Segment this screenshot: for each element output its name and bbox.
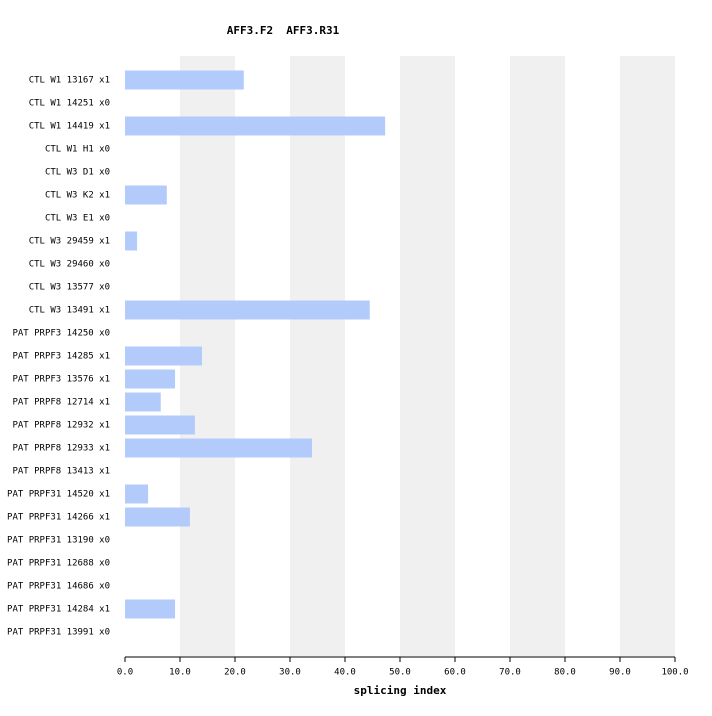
y-tick-label: CTL W3 E1 x0 (45, 214, 110, 224)
y-tick-label: CTL W3 29460 x0 (29, 260, 110, 270)
y-tick-label: PAT PRPF8 12932 x1 (12, 421, 110, 431)
y-tick-label: CTL W3 D1 x0 (45, 168, 110, 178)
bar (125, 484, 149, 504)
grid-band (290, 56, 345, 656)
x-tick-label: 50.0 (389, 668, 411, 678)
bar (125, 369, 176, 389)
grid-band (620, 56, 675, 656)
bar (125, 116, 386, 136)
grid-band (400, 56, 455, 656)
x-tick-label: 60.0 (444, 668, 466, 678)
y-tick-label: PAT PRPF8 12933 x1 (12, 444, 110, 454)
x-tick-label: 30.0 (279, 668, 301, 678)
chart-title: AFF3.F2 AFF3.R31 (227, 24, 340, 37)
bar (125, 300, 370, 320)
y-tick-label: CTL W1 H1 x0 (45, 145, 110, 155)
x-tick-label: 90.0 (609, 668, 631, 678)
y-tick-label: PAT PRPF31 12688 x0 (7, 559, 110, 569)
y-tick-label: PAT PRPF3 13576 x1 (12, 375, 110, 385)
x-tick-label: 100.0 (661, 668, 688, 678)
y-tick-label: CTL W3 K2 x1 (45, 191, 110, 201)
y-tick-label: CTL W3 13491 x1 (29, 306, 110, 316)
y-tick-label: PAT PRPF31 14686 x0 (7, 582, 110, 592)
y-tick-label: PAT PRPF31 14520 x1 (7, 490, 110, 500)
grid-band (510, 56, 565, 656)
bar (125, 599, 176, 619)
bar (125, 438, 312, 458)
y-tick-label: PAT PRPF3 14285 x1 (12, 352, 110, 362)
y-tick-label: PAT PRPF31 14284 x1 (7, 605, 110, 615)
y-tick-label: CTL W1 14419 x1 (29, 122, 110, 132)
y-tick-label: PAT PRPF31 13991 x0 (7, 628, 110, 638)
y-tick-label: CTL W3 29459 x1 (29, 237, 110, 247)
x-tick-label: 20.0 (224, 668, 246, 678)
bar (125, 392, 161, 412)
bar (125, 415, 195, 435)
y-tick-label: PAT PRPF31 13190 x0 (7, 536, 110, 546)
x-tick-label: 80.0 (554, 668, 576, 678)
bar (125, 346, 202, 366)
y-tick-label: PAT PRPF31 14266 x1 (7, 513, 110, 523)
x-tick-label: 0.0 (117, 668, 133, 678)
bar (125, 70, 244, 90)
bar (125, 185, 167, 205)
y-tick-label: PAT PRPF3 14250 x0 (12, 329, 110, 339)
x-tick-label: 70.0 (499, 668, 521, 678)
y-tick-label: CTL W3 13577 x0 (29, 283, 110, 293)
y-tick-label: PAT PRPF8 12714 x1 (12, 398, 110, 408)
y-tick-label: CTL W1 13167 x1 (29, 76, 110, 86)
y-tick-label: PAT PRPF8 13413 x1 (12, 467, 110, 477)
x-axis-label: splicing index (354, 684, 447, 697)
x-tick-label: 10.0 (169, 668, 191, 678)
bar (125, 507, 190, 527)
y-tick-label: CTL W1 14251 x0 (29, 99, 110, 109)
bar (125, 231, 138, 251)
x-tick-label: 40.0 (334, 668, 356, 678)
